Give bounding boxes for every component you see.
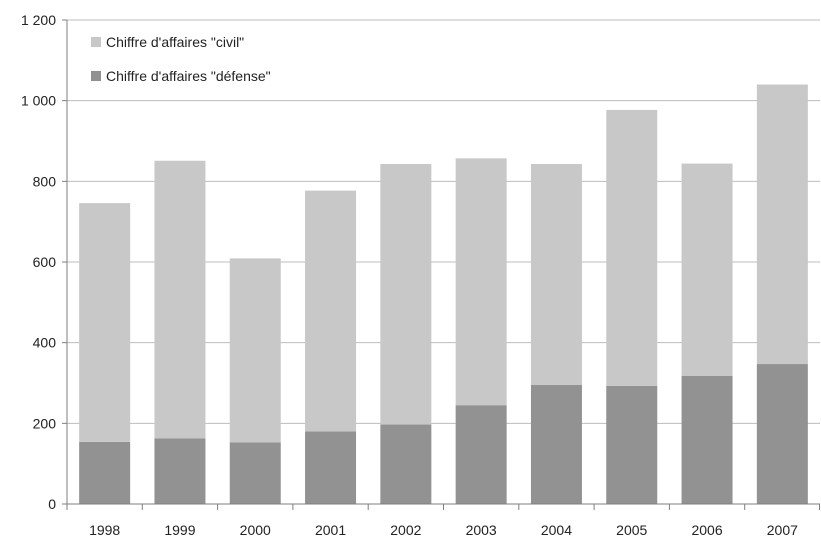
legend-label-defense: Chiffre d'affaires "défense" xyxy=(106,68,271,84)
y-tick-labels: 0 200 400 600 800 1 000 1 200 xyxy=(21,12,56,512)
x-tick-label-2005: 2005 xyxy=(616,522,647,537)
y-tick-label-1200: 1 200 xyxy=(21,12,56,28)
bar-series xyxy=(79,84,808,504)
x-tick-label-2001: 2001 xyxy=(315,522,346,537)
bar-defense-2006 xyxy=(681,375,733,504)
x-tick-label-2000: 2000 xyxy=(240,522,271,537)
y-tick-label-1000: 1 000 xyxy=(21,93,56,109)
bar-defense-1998 xyxy=(79,441,131,504)
x-tick-label-2003: 2003 xyxy=(466,522,497,537)
x-tick-label-2006: 2006 xyxy=(691,522,722,537)
legend-swatch-civil xyxy=(91,37,101,47)
x-tick-label-2007: 2007 xyxy=(767,522,798,537)
bar-civil-2003 xyxy=(455,158,507,406)
legend-swatch-defense xyxy=(91,71,101,81)
bar-defense-2004 xyxy=(530,385,582,504)
bar-defense-2007 xyxy=(756,364,808,504)
axes xyxy=(62,19,820,510)
bar-defense-2003 xyxy=(455,405,507,504)
legend: Chiffre d'affaires "civil" Chiffre d'affa… xyxy=(91,34,271,84)
bar-defense-2002 xyxy=(380,424,432,504)
bar-civil-2002 xyxy=(380,163,432,425)
y-tick-label-0: 0 xyxy=(48,496,56,512)
bar-civil-2007 xyxy=(756,84,808,365)
y-tick-label-200: 200 xyxy=(33,415,57,431)
bar-defense-1999 xyxy=(154,438,206,504)
x-tick-labels: 1998 1999 2000 2001 2002 2003 2004 2005 2006 2007 xyxy=(89,522,798,537)
legend-label-civil: Chiffre d'affaires "civil" xyxy=(106,34,244,50)
bar-civil-2004 xyxy=(530,163,582,386)
bar-civil-2006 xyxy=(681,163,733,376)
y-tick-label-600: 600 xyxy=(33,254,57,270)
bar-defense-2001 xyxy=(305,431,357,504)
bar-civil-2000 xyxy=(229,258,281,443)
bar-civil-2005 xyxy=(606,109,658,386)
bar-civil-2001 xyxy=(305,190,357,432)
x-tick-label-1999: 1999 xyxy=(164,522,195,537)
bar-civil-1999 xyxy=(154,160,206,439)
bar-defense-2005 xyxy=(606,385,658,504)
x-tick-label-2004: 2004 xyxy=(541,522,572,537)
bar-civil-1998 xyxy=(79,203,131,442)
y-tick-label-400: 400 xyxy=(33,335,57,351)
bar-defense-2000 xyxy=(229,442,281,504)
x-tick-label-1998: 1998 xyxy=(89,522,120,537)
y-tick-label-800: 800 xyxy=(33,173,57,189)
x-tick-label-2002: 2002 xyxy=(390,522,421,537)
